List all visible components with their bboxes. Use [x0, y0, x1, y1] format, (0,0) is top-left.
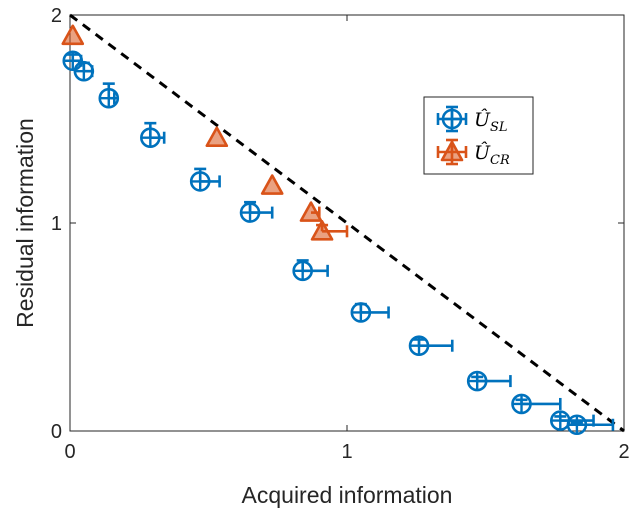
series-u-sl	[62, 50, 615, 436]
x-axis-label: Acquired information	[242, 482, 453, 508]
legend-item: ÛSL	[436, 105, 508, 135]
y-tick-label: 1	[51, 213, 62, 235]
circle-plus-point	[73, 60, 95, 82]
legend: ÛSL ÛCR	[423, 96, 534, 175]
circle-plus-point	[239, 202, 261, 223]
circle-plus-point	[511, 393, 532, 415]
y-axis-ticks: 0 1 2	[51, 5, 62, 443]
circle-plus-point	[549, 410, 571, 431]
triangle-point	[260, 174, 284, 195]
circle-plus-point	[466, 370, 488, 392]
triangle-point	[310, 220, 334, 241]
circle-plus-point	[292, 260, 313, 282]
triangle-point	[205, 126, 229, 148]
x-tick-label: 0	[64, 441, 75, 463]
circle-plus-point	[189, 171, 211, 192]
legend-circle-marker	[441, 108, 463, 130]
triangle-point	[61, 24, 85, 46]
series-u-cr	[61, 24, 349, 241]
data-marks	[61, 24, 615, 436]
legend-item: ÛCR	[436, 138, 510, 168]
legend-label: ÛCR	[474, 141, 510, 168]
legend-label: ÛSL	[474, 108, 508, 135]
circle-plus-point	[62, 50, 84, 72]
circle-plus-point	[140, 127, 161, 149]
circle-plus-point	[566, 414, 588, 436]
x-tick-label: 2	[618, 441, 629, 463]
circle-plus-point	[98, 87, 120, 109]
x-axis-ticks: 0 1 2	[64, 441, 629, 463]
circle-plus-point	[350, 302, 372, 323]
legend-triangle-marker	[440, 140, 464, 162]
y-tick-label: 0	[51, 421, 62, 443]
y-tick-label: 2	[51, 5, 62, 27]
circle-plus-point	[408, 335, 430, 357]
y-axis-label: Residual information	[12, 118, 38, 328]
triangle-point	[299, 201, 323, 222]
x-tick-label: 1	[341, 441, 352, 463]
reference-diagonal-line	[69, 13, 625, 433]
